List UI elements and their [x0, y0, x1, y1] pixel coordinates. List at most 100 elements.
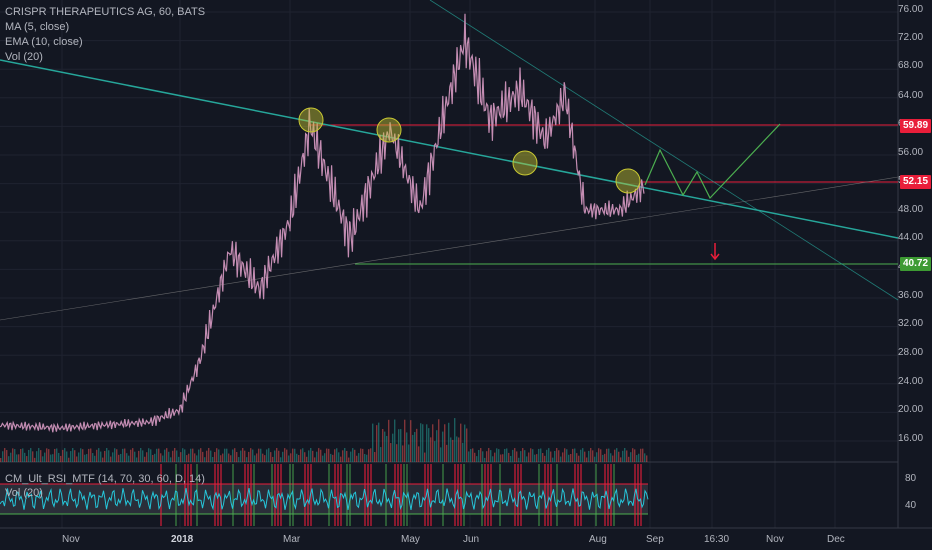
volume-bar	[426, 424, 428, 462]
volume-bar	[298, 455, 300, 462]
volume-bar	[638, 453, 640, 462]
symbol-title[interactable]: CRISPR THERAPEUTICS AG, 60, BATS	[5, 6, 206, 18]
volume-bar	[204, 457, 206, 462]
volume-bar	[212, 457, 214, 462]
volume-bar	[206, 450, 208, 462]
volume-bar	[272, 456, 274, 462]
volume-bar	[122, 448, 124, 462]
rsi-highlight-stripe	[370, 464, 372, 526]
volume-bar	[0, 458, 2, 462]
volume-bar	[226, 448, 228, 462]
volume-bar	[8, 456, 10, 462]
rsi-volume-label[interactable]: Vol (20)	[5, 487, 43, 499]
volume-bar	[524, 450, 526, 462]
volume-bar	[628, 456, 630, 462]
volume-bar	[522, 448, 524, 462]
rsi-highlight-stripe	[250, 464, 252, 526]
volume-bar	[20, 449, 22, 462]
volume-bar	[6, 450, 8, 462]
volume-bar	[190, 448, 192, 462]
volume-bar	[248, 451, 250, 462]
volume-bar	[546, 449, 548, 462]
ema-indicator-label[interactable]: EMA (10, close)	[5, 36, 83, 48]
volume-bar	[148, 448, 150, 462]
volume-bar	[306, 456, 308, 462]
volume-bar	[336, 448, 338, 462]
volume-bar	[282, 451, 284, 462]
volume-bar	[340, 456, 342, 462]
rsi-highlight-stripe	[460, 464, 462, 526]
volume-bar	[258, 448, 260, 462]
volume-bar	[288, 455, 290, 462]
volume-bar	[514, 448, 516, 462]
volume-bar	[140, 448, 142, 462]
volume-bar	[16, 454, 18, 462]
price-axis-tick: 48.00	[898, 204, 924, 215]
volume-bar	[56, 448, 58, 462]
ma-indicator-label[interactable]: MA (5, close)	[5, 21, 70, 33]
rsi-highlight-stripe	[547, 464, 549, 526]
volume-bar	[592, 450, 594, 462]
volume-bar	[178, 456, 180, 462]
volume-bar	[396, 444, 398, 462]
volume-bar	[384, 431, 386, 462]
volume-bar	[198, 449, 200, 462]
rsi-highlight-stripe	[328, 464, 330, 526]
price-axis-tick: 36.00	[898, 290, 924, 301]
rsi-highlight-stripe	[400, 464, 402, 526]
volume-bar	[160, 453, 162, 462]
volume-bar	[64, 448, 66, 462]
rsi-highlight-stripe	[244, 464, 246, 526]
volume-bar	[602, 454, 604, 462]
volume-bar	[304, 452, 306, 462]
volume-bar	[254, 455, 256, 462]
chart-legend: CRISPR THERAPEUTICS AG, 60, BATS MA (5, …	[5, 5, 205, 65]
volume-bar	[218, 449, 220, 462]
volume-bar	[434, 441, 436, 462]
volume-bar	[146, 452, 148, 462]
volume-bar	[468, 451, 470, 462]
volume-bar	[556, 448, 558, 462]
volume-bar	[494, 452, 496, 462]
volume-bar	[300, 449, 302, 462]
price-axis-tick: 28.00	[898, 347, 924, 358]
volume-bar	[342, 450, 344, 462]
volume-bar	[544, 455, 546, 462]
volume-bar	[590, 448, 592, 462]
price-axis-tick: 32.00	[898, 318, 924, 329]
volume-bar	[406, 432, 408, 462]
volume-bar	[24, 452, 26, 462]
projection-path	[644, 123, 781, 200]
volume-bar	[322, 455, 324, 462]
volume-indicator-label[interactable]: Vol (20)	[5, 51, 43, 63]
volume-bar	[312, 450, 314, 462]
volume-bar	[568, 454, 570, 462]
volume-bar	[26, 456, 28, 462]
volume-bar	[252, 449, 254, 462]
volume-bar	[442, 431, 444, 462]
volume-bar	[180, 452, 182, 462]
rsi-highlight-stripe	[577, 464, 579, 526]
volume-bar	[38, 448, 40, 462]
rsi-highlight-stripe	[640, 464, 642, 526]
volume-bar	[558, 450, 560, 462]
volume-bar	[158, 448, 160, 462]
volume-bar	[632, 448, 634, 462]
volume-bar	[34, 457, 36, 462]
volume-bar	[238, 457, 240, 462]
volume-bar	[106, 448, 108, 462]
volume-bar	[86, 454, 88, 462]
rsi-highlight-stripe	[556, 464, 558, 526]
volume-bar	[274, 450, 276, 462]
volume-bar	[624, 448, 626, 462]
volume-bar	[130, 449, 132, 462]
volume-bar	[90, 448, 92, 462]
volume-bar	[100, 451, 102, 462]
volume-bar	[608, 448, 610, 462]
rsi-indicator-label[interactable]: CM_Ult_RSI_MTF (14, 70, 30, 60, D, 14)	[5, 473, 205, 485]
volume-bar	[66, 451, 68, 462]
volume-bar	[438, 419, 440, 462]
volume-bar	[124, 448, 126, 462]
